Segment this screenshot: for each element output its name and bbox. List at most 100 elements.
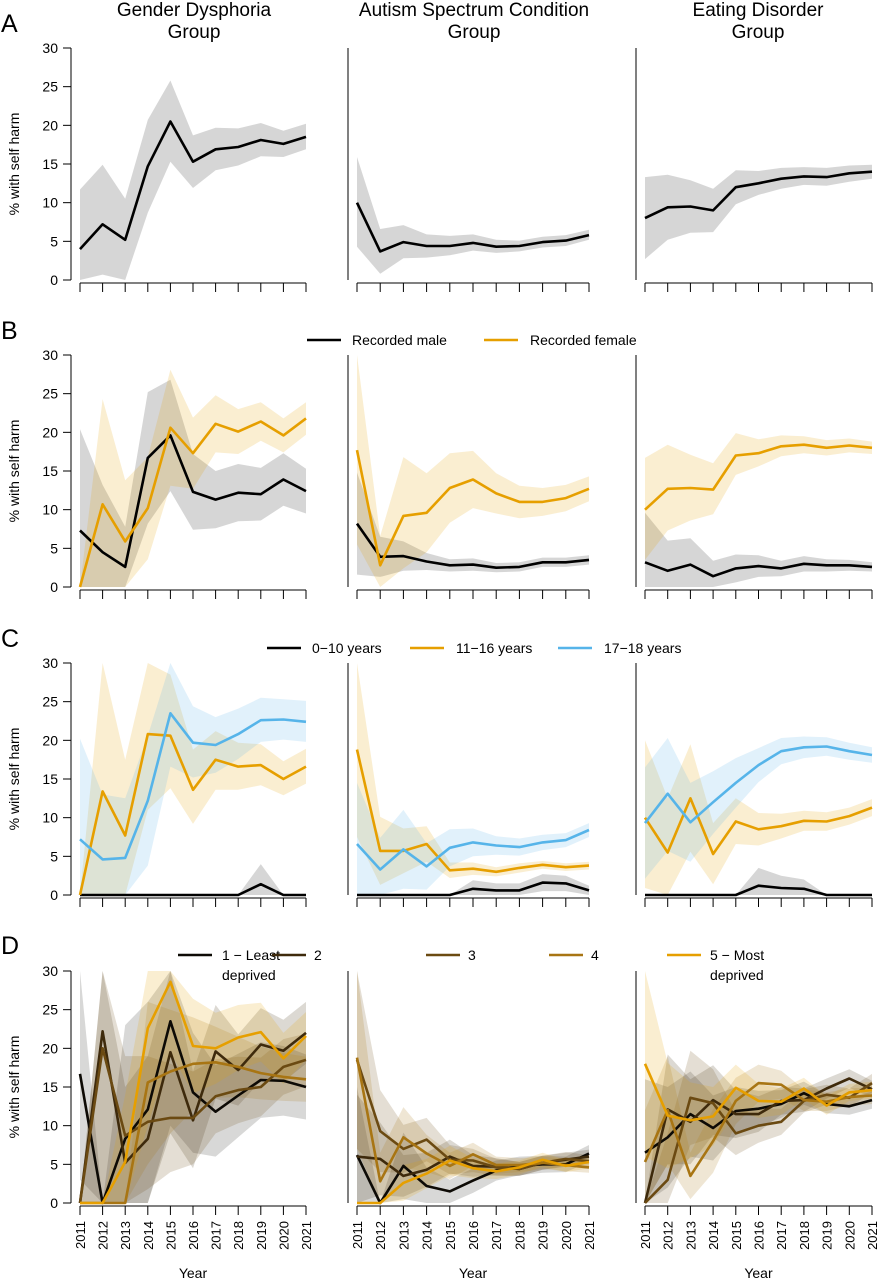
ci-band-age_0_10 (80, 864, 306, 895)
series-line-age_17_18 (79, 711, 307, 861)
series-line-age_17_18 (356, 828, 590, 871)
ci-band-imd4 (80, 1001, 306, 1203)
x-tick-label: 2016 (186, 1221, 201, 1250)
legend-label: deprived (710, 967, 764, 983)
x-tick-label: 2020 (559, 1221, 574, 1250)
x-tick-label: 2017 (774, 1221, 789, 1250)
y-tick-label: 0 (50, 887, 58, 903)
x-tick-label: 2018 (512, 1221, 527, 1250)
x-tick-label: 2019 (820, 1221, 835, 1250)
x-tick-label: 2017 (209, 1221, 224, 1250)
x-tick-label: 2014 (420, 1221, 435, 1250)
series-line-age_0_10 (80, 882, 306, 897)
series-line-imd2 (78, 1030, 307, 1204)
column-title: Group (168, 22, 221, 43)
y-tick-label: 30 (42, 40, 58, 56)
y-axis-label: % with self harm (6, 728, 22, 831)
x-axis-label: Year (459, 1265, 488, 1280)
ci-band-age_17_18 (645, 736, 872, 879)
y-tick-label: 10 (42, 810, 58, 826)
x-tick-label: 2011 (638, 1221, 653, 1249)
series-line-overall (644, 170, 873, 220)
ci-band-age_17_18 (80, 663, 306, 895)
x-tick-label: 2015 (443, 1221, 458, 1250)
column-title: Eating Disorder (693, 0, 825, 21)
y-axis-label: % with self harm (6, 1036, 22, 1139)
series-line-female (78, 417, 307, 588)
ci-band-male (357, 472, 589, 577)
ci-band-overall (357, 157, 589, 274)
x-tick-label: 2018 (797, 1221, 812, 1250)
series-line-age_11_16 (643, 796, 873, 856)
ci-band-imd5 (357, 1145, 589, 1203)
y-tick-label: 10 (42, 195, 58, 211)
y-tick-label: 30 (42, 655, 58, 671)
y-tick-label: 15 (42, 1079, 58, 1095)
y-tick-label: 30 (42, 347, 58, 363)
ci-band-age_0_10 (357, 874, 589, 895)
x-tick-label: 2021 (865, 1221, 878, 1250)
series-line-male (79, 434, 307, 569)
y-tick-label: 25 (42, 386, 58, 402)
series-line-female (355, 449, 590, 567)
series-line-imd5 (80, 980, 307, 1205)
axes-layer (63, 47, 873, 1215)
x-tick-label: 2019 (536, 1221, 551, 1250)
x-tick-label: 2021 (582, 1221, 597, 1250)
y-tick-label: 20 (42, 1040, 58, 1056)
panel-letter: A (1, 10, 18, 38)
ci-band-imd3 (357, 971, 589, 1176)
y-axis-label: % with self harm (6, 420, 22, 523)
y-tick-label: 0 (50, 1195, 58, 1211)
y-tick-label: 10 (42, 1118, 58, 1134)
series-line-age_11_16 (355, 749, 590, 874)
ci-band-male (80, 379, 306, 587)
legend-label: 17−18 years (604, 640, 681, 656)
y-tick-label: 5 (50, 1156, 58, 1172)
x-tick-label: 2011 (73, 1221, 88, 1249)
y-tick-label: 5 (50, 540, 58, 556)
series-line-age_0_10 (645, 884, 872, 897)
x-tick-label: 2015 (163, 1221, 178, 1250)
ci-band-age_11_16 (80, 663, 306, 895)
legend-label: 2 (314, 947, 322, 963)
ci-band-female (645, 433, 872, 560)
series-line-female (644, 443, 873, 511)
y-tick-label: 25 (42, 1002, 58, 1018)
y-tick-label: 25 (42, 79, 58, 95)
legend-label: 5 − Most (710, 947, 764, 963)
y-tick-label: 20 (42, 732, 58, 748)
series-line-age_0_10 (357, 881, 590, 897)
y-tick-label: 0 (50, 579, 58, 595)
series-line-male (644, 561, 873, 578)
x-tick-label: 2014 (706, 1221, 721, 1250)
ci-band-age_11_16 (357, 663, 589, 885)
column-title: Group (732, 22, 785, 43)
x-tick-label: 2017 (489, 1221, 504, 1250)
x-tick-label: 2014 (141, 1221, 156, 1250)
ci-band-female (357, 355, 589, 587)
x-tick-label: 2018 (231, 1221, 246, 1250)
x-tick-label: 2019 (254, 1221, 269, 1250)
ci-band-imd1 (645, 1071, 872, 1203)
x-tick-label: 2020 (842, 1221, 857, 1250)
legend-label: 4 (591, 947, 599, 963)
x-axis-label: Year (179, 1265, 208, 1280)
panel-letter: B (1, 317, 18, 345)
x-tick-label: 2013 (683, 1221, 698, 1250)
x-axis-label: Year (744, 1265, 773, 1280)
y-tick-label: 15 (42, 463, 58, 479)
column-title: Autism Spectrum Condition (359, 0, 589, 21)
x-tick-label: 2013 (118, 1221, 133, 1250)
y-tick-label: 5 (50, 848, 58, 864)
ci-band-age_17_18 (357, 782, 589, 895)
legend-label: 11−16 years (456, 640, 532, 656)
series-line-overall (355, 202, 590, 253)
legend-label: 0−10 years (312, 640, 382, 656)
x-tick-label: 2012 (373, 1221, 388, 1250)
series-line-imd4 (355, 1057, 590, 1183)
legend-label: 1 − Least (222, 947, 280, 963)
series-line-imd4 (80, 1061, 307, 1205)
y-tick-label: 30 (42, 963, 58, 979)
